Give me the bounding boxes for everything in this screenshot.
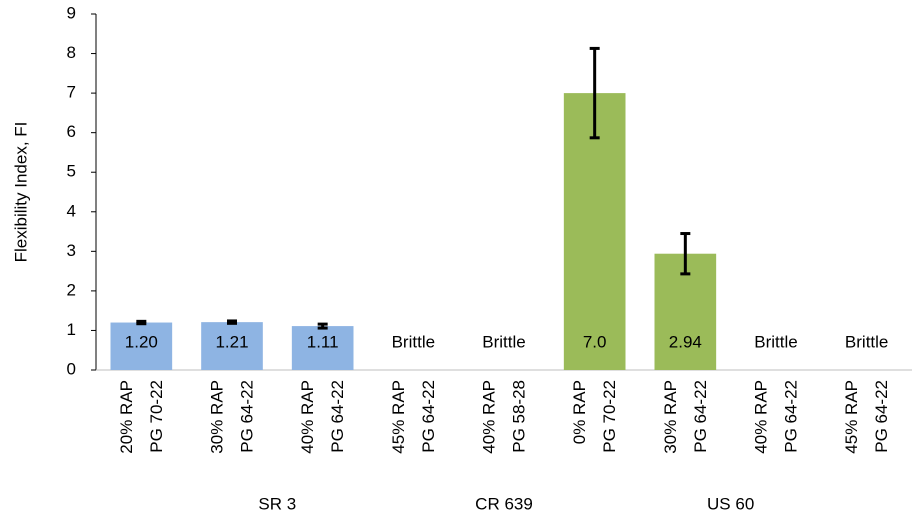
bar [291,326,354,370]
x-tick-label: 45% RAP [389,380,408,454]
y-tick-label: 0 [67,359,76,378]
x-tick-label: PG 64-22 [691,380,710,453]
x-tick-label: PG 64-22 [781,380,800,453]
x-tick-label: PG 70-22 [147,380,166,453]
x-tick-label: PG 64-22 [328,380,347,453]
value-label: 2.94 [669,332,702,351]
x-tick-label: 30% RAP [207,380,226,454]
bar [110,322,173,370]
x-tick-label: PG 70-22 [600,380,619,453]
value-label: Brittle [392,332,435,351]
value-label: 1.11 [307,332,339,351]
group-label: SR 3 [258,494,296,513]
value-label: Brittle [482,332,525,351]
y-tick-label: 2 [67,280,76,299]
group-label: CR 639 [475,494,533,513]
x-tick-label: 40% RAP [751,380,770,454]
value-label: 1.21 [215,332,248,351]
x-tick-label: PG 64-22 [872,380,891,453]
x-tick-label: PG 64-22 [237,380,256,453]
x-tick-label: 40% RAP [298,380,317,454]
y-axis-label: Flexibility Index, FI [11,122,30,263]
y-tick-label: 9 [67,3,76,22]
bar [201,322,263,370]
group-label: US 60 [707,494,754,513]
y-tick-label: 7 [67,83,76,102]
value-label: Brittle [754,332,797,351]
x-tick-label: 0% RAP [570,380,589,444]
value-label: Brittle [845,332,888,351]
value-label: 7.0 [583,332,607,351]
y-tick-label: 3 [67,241,76,260]
y-tick-label: 6 [67,122,76,141]
value-label: 1.20 [125,332,158,351]
y-tick-label: 4 [67,201,76,220]
x-tick-label: PG 64-22 [419,380,438,453]
y-tick-label: 8 [67,43,76,62]
x-tick-label: 45% RAP [842,380,861,454]
y-tick-label: 1 [67,320,76,339]
x-tick-label: 30% RAP [661,380,680,454]
x-tick-label: PG 58-28 [509,380,528,453]
y-tick-label: 5 [67,162,76,181]
x-tick-label: 40% RAP [479,380,498,454]
x-tick-label: 20% RAP [117,380,136,454]
